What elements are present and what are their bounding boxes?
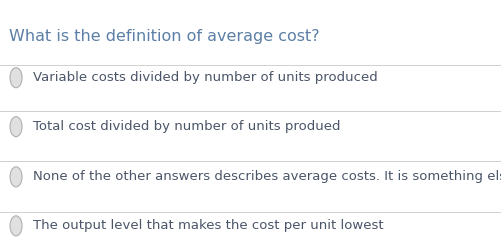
Text: None of the other answers describes average costs. It is something else.: None of the other answers describes aver… xyxy=(33,170,501,183)
Ellipse shape xyxy=(10,167,22,187)
Text: Total cost divided by number of units produed: Total cost divided by number of units pr… xyxy=(33,120,340,133)
Text: What is the definition of average cost?: What is the definition of average cost? xyxy=(9,29,320,44)
Text: Variable costs divided by number of units produced: Variable costs divided by number of unit… xyxy=(33,71,377,84)
Ellipse shape xyxy=(10,216,22,236)
Text: The output level that makes the cost per unit lowest: The output level that makes the cost per… xyxy=(33,219,383,232)
Ellipse shape xyxy=(10,68,22,88)
Ellipse shape xyxy=(10,117,22,137)
